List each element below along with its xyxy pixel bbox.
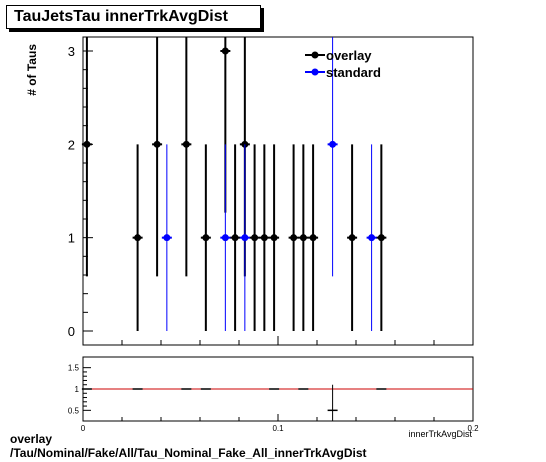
- ratio-ticks: 0.5 1 1.5 0 0.1 0.2: [68, 364, 479, 433]
- main-plot-frame: [82, 36, 474, 346]
- x-tick-label: 0: [81, 424, 86, 433]
- overlay-point: [153, 140, 161, 148]
- standard-point: [329, 140, 337, 148]
- standard-point: [368, 234, 376, 242]
- ratio-y-tick-label: 0.5: [68, 406, 80, 415]
- standard-point: [221, 234, 229, 242]
- legend-overlay-label: overlay: [326, 48, 372, 63]
- overlay-point: [309, 234, 317, 242]
- y-tick-label: 1: [68, 231, 75, 246]
- legend-overlay-marker: [311, 51, 319, 59]
- legend-standard-label: standard: [326, 65, 381, 80]
- overlay-point: [348, 234, 356, 242]
- ratio-y-tick-label: 1.5: [68, 364, 80, 373]
- overlay-point: [182, 140, 190, 148]
- x-axis-label: innerTrkAvgDist: [408, 429, 472, 439]
- plot-title: TauJetsTau innerTrkAvgDist: [14, 8, 228, 25]
- x-tick-label: 0.1: [272, 424, 284, 433]
- y-tick-label: 3: [68, 44, 75, 59]
- standard-point: [163, 234, 171, 242]
- x-tick-label: 0.2: [467, 424, 479, 433]
- overlay-point: [270, 234, 278, 242]
- main-data-points: [81, 37, 387, 331]
- overlay-point: [377, 234, 385, 242]
- overlay-point: [83, 140, 91, 148]
- overlay-point: [299, 234, 307, 242]
- caption: overlay /Tau/Nominal/Fake/All/Tau_Nomina…: [10, 432, 367, 460]
- ratio-y-tick-label: 1: [75, 385, 80, 394]
- overlay-point: [221, 47, 229, 55]
- caption-line-2: /Tau/Nominal/Fake/All/Tau_Nominal_Fake_A…: [10, 446, 367, 460]
- ratio-data-points: [81, 384, 387, 421]
- main-y-ticks: 0 1 2 3: [68, 44, 93, 339]
- overlay-point: [134, 234, 142, 242]
- y-axis-label: # of Taus: [25, 44, 39, 96]
- legend-standard-marker: [311, 68, 319, 76]
- plot-title-box: TauJetsTau innerTrkAvgDist: [6, 5, 261, 29]
- overlay-point: [202, 234, 210, 242]
- y-tick-label: 0: [68, 324, 75, 339]
- y-tick-label: 2: [68, 137, 75, 152]
- caption-line-1: overlay: [10, 432, 53, 446]
- legend: overlay standard: [305, 48, 381, 80]
- overlay-point: [231, 234, 239, 242]
- main-x-ticks: [82, 336, 474, 345]
- standard-point: [241, 234, 249, 242]
- overlay-point: [290, 234, 298, 242]
- overlay-point: [260, 234, 268, 242]
- overlay-point: [251, 234, 259, 242]
